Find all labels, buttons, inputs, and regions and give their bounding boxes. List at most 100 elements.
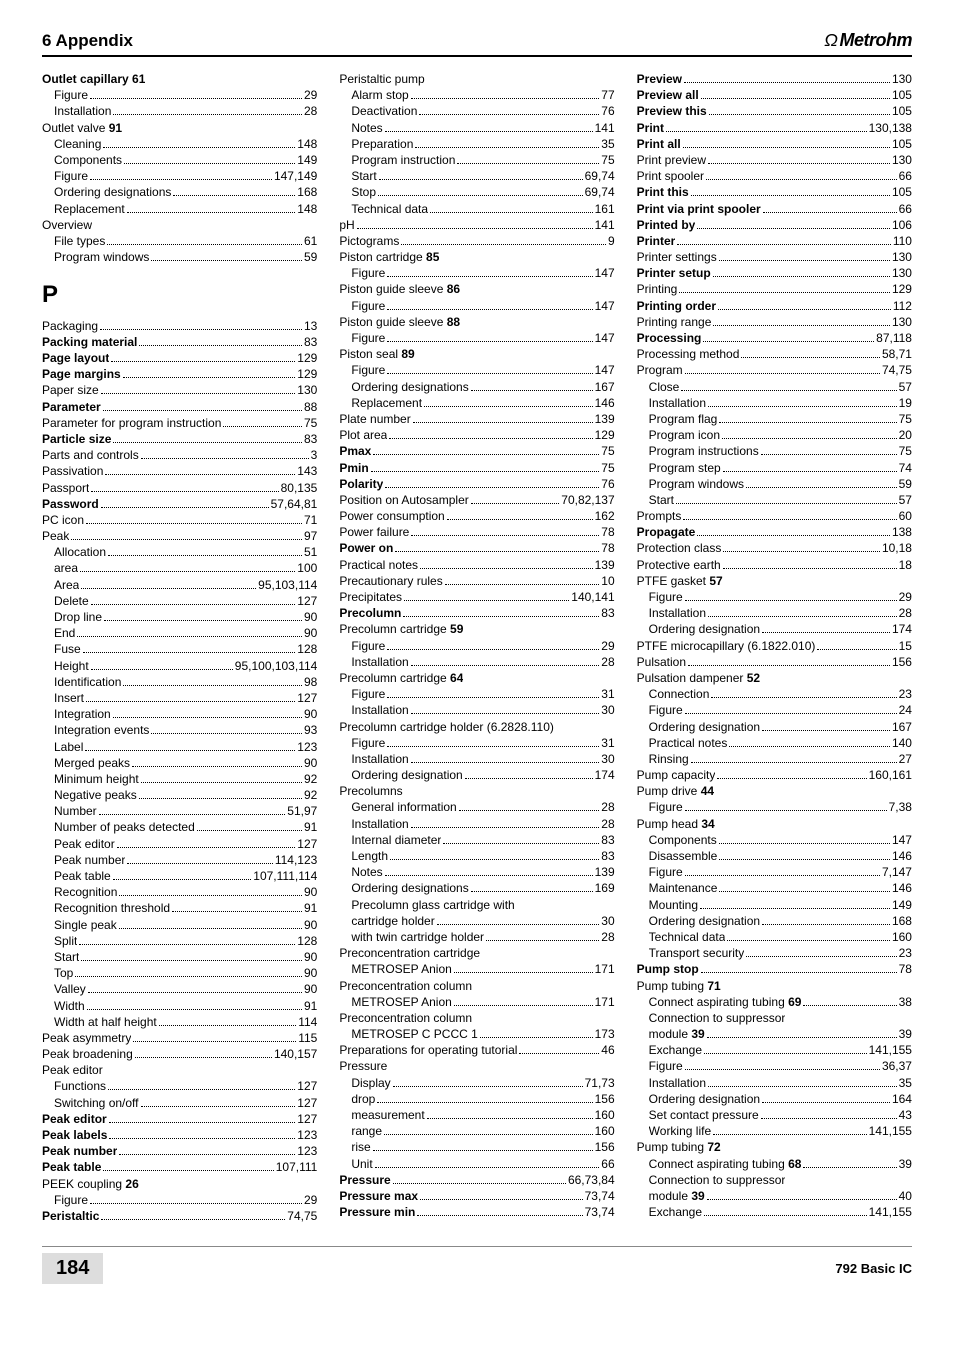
index-entry-page: 95,100,103,114 (235, 658, 318, 674)
leader-dots (87, 1009, 302, 1010)
index-entry-page: 129 (297, 350, 317, 366)
leader-dots (480, 1037, 593, 1038)
leader-dots (197, 830, 302, 831)
index-entry-page: 146 (892, 848, 912, 864)
leader-dots (685, 875, 880, 876)
index-entry: Connect aspirating tubing 6938 (637, 994, 912, 1010)
leader-dots (109, 1122, 296, 1123)
index-entry: measurement160 (339, 1107, 614, 1123)
index-entry-page: 130 (892, 249, 912, 265)
index-entry-label: Peristaltic (42, 1208, 99, 1224)
leader-dots (384, 1134, 593, 1135)
index-entry: Installation 28 (339, 654, 614, 670)
index-entry: Peak table107,111 (42, 1159, 317, 1175)
index-entry-label: measurement (351, 1107, 424, 1123)
index-entry: Exchange141,155 (637, 1042, 912, 1058)
index-entry-page: 28 (601, 654, 614, 670)
leader-dots (91, 491, 278, 492)
leader-dots (415, 147, 599, 148)
index-entry-label: Pulsation (637, 654, 686, 670)
index-entry: Position on Autosampler70,82,137 (339, 492, 614, 508)
index-entry-page: 156 (892, 654, 912, 670)
leader-dots (86, 701, 295, 702)
index-entry: Precolumn glass cartridge with (339, 897, 614, 913)
index-entry-label: Installation (351, 654, 408, 670)
index-entry-page: 123 (297, 1143, 317, 1159)
index-entry: Preview130 (637, 71, 912, 87)
index-entry-page: 174 (595, 767, 615, 783)
index-entry-label: Printer settings (637, 249, 717, 265)
leader-dots (127, 212, 296, 213)
index-entry-label: Negative peaks (54, 787, 137, 803)
index-entry-page: 174 (892, 621, 912, 637)
index-entry-label: Pressure (339, 1172, 390, 1188)
index-entry-label: Peak asymmetry (42, 1030, 131, 1046)
index-entry-page: 75 (899, 443, 912, 459)
leader-dots (86, 523, 302, 524)
index-entry-label: Print this (637, 184, 689, 200)
index-entry: Figure29 (42, 1192, 317, 1208)
index-entry-label: Figure (351, 330, 385, 346)
leader-dots (123, 685, 302, 686)
leader-dots (119, 928, 302, 929)
index-entry-page: 156 (595, 1139, 615, 1155)
index-entry-label: Pump capacity (637, 767, 716, 783)
index-entry-page: 23 (899, 945, 912, 961)
leader-dots (697, 535, 890, 536)
index-entry-label: Peak editor (42, 1111, 107, 1127)
index-entry-label: Printing range (637, 314, 712, 330)
index-entry-label: Cleaning (54, 136, 101, 152)
index-entry: Practical notes139 (339, 557, 614, 573)
index-entry-label: Technical data (649, 929, 726, 945)
leader-dots (135, 1057, 272, 1058)
index-entry: cartridge holder30 (339, 913, 614, 929)
index-entry: Peak broadening140,157 (42, 1046, 317, 1062)
index-entry-label: Delete (54, 593, 89, 609)
leader-dots (761, 1118, 897, 1119)
leader-dots (103, 1170, 273, 1171)
index-entry: Precolumns (339, 783, 614, 799)
index-entry: Connection to suppressor (637, 1010, 912, 1026)
index-entry-label: Preconcentration column (339, 1010, 472, 1026)
index-entry-label: Piston seal 89 (339, 346, 414, 362)
leader-dots (443, 843, 599, 844)
index-entry: Recognition90 (42, 884, 317, 900)
index-entry: Precautionary rules10 (339, 573, 614, 589)
index-entry-page: 31 (601, 735, 614, 751)
index-entry: Components149 (42, 152, 317, 168)
index-entry-label: Password (42, 496, 99, 512)
leader-dots (803, 1005, 896, 1006)
index-entry: Overview (42, 217, 317, 233)
index-entry-label: Functions (54, 1078, 106, 1094)
leader-dots (151, 733, 302, 734)
index-entry-label: Power consumption (339, 508, 444, 524)
index-entry-page: 39 (899, 1156, 912, 1172)
index-entry-page: 27 (899, 751, 912, 767)
index-entry: Precipitates140,141 (339, 589, 614, 605)
index-entry: pH141 (339, 217, 614, 233)
index-entry: Passport80,135 (42, 480, 317, 496)
index-entry: Figure147,149 (42, 168, 317, 184)
leader-dots (103, 410, 302, 411)
leader-dots (471, 503, 560, 504)
index-entry: Page margins129 (42, 366, 317, 382)
index-entry-label: Precolumn (339, 605, 401, 621)
index-entry-label: Merged peaks (54, 755, 130, 771)
index-entry: Installation30 (339, 702, 614, 718)
leader-dots (85, 750, 295, 751)
index-entry-label: Connect aspirating tubing 69 (649, 994, 802, 1010)
index-entry: Preview this105 (637, 103, 912, 119)
index-entry-label: Valley (54, 981, 86, 997)
leader-dots (701, 972, 897, 973)
index-entry-label: Preconcentration cartridge (339, 945, 480, 961)
index-entry-label: Precolumn glass cartridge with (351, 897, 514, 913)
index-entry: Pressure min73,74 (339, 1204, 614, 1220)
index-entry-page: 156 (595, 1091, 615, 1107)
index-entry-page: 75 (899, 411, 912, 427)
leader-dots (700, 908, 890, 909)
leader-dots (387, 276, 592, 277)
leader-dots (707, 1199, 897, 1200)
index-entry-page: 7,38 (889, 799, 912, 815)
index-entry-page: 141,155 (869, 1123, 912, 1139)
index-entry-label: Drop line (54, 609, 102, 625)
